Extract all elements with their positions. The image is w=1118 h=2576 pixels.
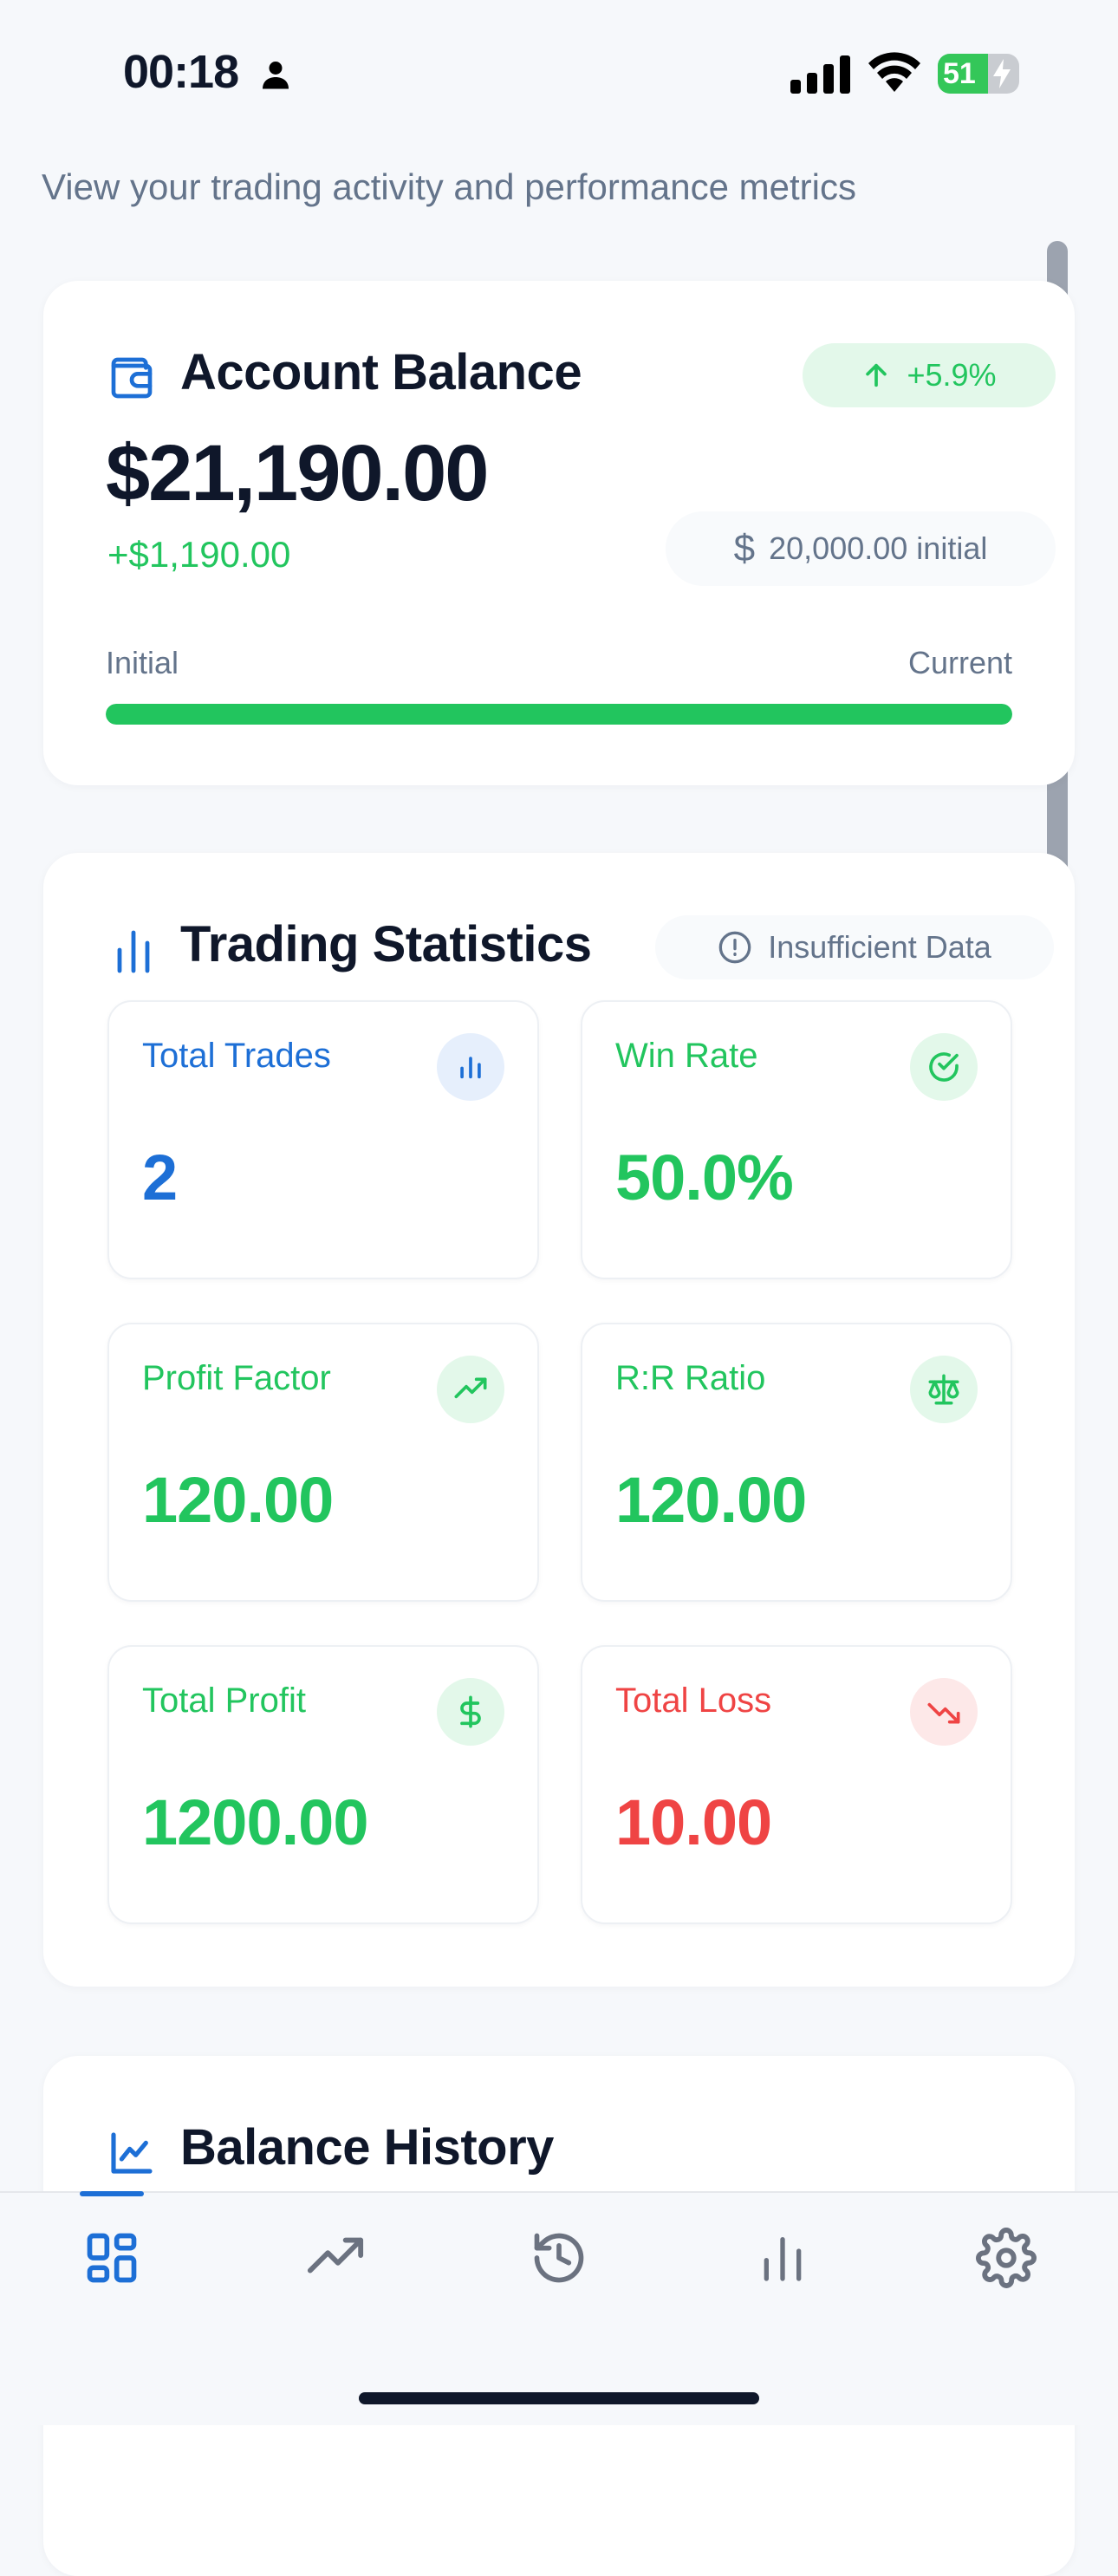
stat-tile-profit-factor: Profit Factor 120.00	[107, 1323, 539, 1602]
stat-value: 1200.00	[142, 1786, 368, 1858]
progress-label-current: Current	[907, 645, 1012, 680]
trending-up-icon	[437, 1356, 504, 1423]
stat-value: 2	[142, 1142, 178, 1213]
scale-icon	[910, 1356, 978, 1423]
wifi-icon	[868, 52, 920, 92]
page-subtitle: View your trading activity and performan…	[42, 166, 856, 207]
stat-label: R:R Ratio	[615, 1359, 766, 1397]
status-bar: 00:18 51	[0, 0, 1118, 147]
battery-level: 51	[943, 57, 976, 90]
initial-balance-badge: $ 20,000.00 initial	[666, 511, 1056, 586]
stat-tile-total-trades: Total Trades 2	[107, 1000, 539, 1279]
signal-icon	[790, 55, 850, 94]
stat-value: 10.00	[615, 1786, 772, 1858]
stat-tile-total-profit: Total Profit 1200.00	[107, 1645, 539, 1924]
stat-value: 50.0%	[615, 1142, 794, 1213]
bar-chart-icon	[764, 2237, 802, 2281]
balance-delta: +$1,190.00	[107, 534, 291, 575]
line-chart-icon	[111, 2132, 153, 2174]
balance-amount: $21,190.00	[106, 429, 489, 517]
check-circle-icon	[910, 1033, 978, 1101]
tab-history[interactable]	[447, 2193, 671, 2323]
insufficient-data-badge: Insufficient Data	[655, 915, 1054, 979]
stat-label: Win Rate	[615, 1037, 758, 1075]
stat-value: 120.00	[142, 1464, 334, 1536]
bar-chart-icon	[117, 930, 150, 973]
arrow-up-icon	[866, 363, 887, 387]
trading-statistics-title: Trading Statistics	[180, 916, 592, 973]
account-balance-title: Account Balance	[180, 344, 582, 400]
charging-bolt-icon	[993, 59, 1011, 88]
insufficient-data-text: Insufficient Data	[768, 929, 991, 965]
balance-progress-fill	[106, 704, 1012, 725]
trading-statistics-card: Trading Statistics Insufficient Data Tot…	[43, 853, 1075, 1987]
tab-settings[interactable]	[894, 2193, 1118, 2323]
dollar-icon	[437, 1678, 504, 1746]
person-icon	[263, 62, 289, 89]
account-balance-card: Account Balance +5.9% $21,190.00 +$1,190…	[43, 281, 1075, 785]
alert-circle-icon	[718, 931, 751, 964]
grid-icon	[87, 2233, 137, 2283]
balance-history-title: Balance History	[180, 2119, 554, 2176]
wallet-icon	[111, 357, 153, 399]
status-time: 00:18	[123, 46, 239, 98]
home-indicator[interactable]	[359, 2392, 759, 2404]
stat-label: Profit Factor	[142, 1359, 331, 1397]
tab-dashboard[interactable]	[0, 2193, 224, 2323]
tab-statistics[interactable]	[671, 2193, 894, 2323]
stat-tile-rr-ratio: R:R Ratio 120.00	[581, 1323, 1012, 1602]
tab-performance[interactable]	[224, 2193, 447, 2323]
gear-icon	[976, 2228, 1037, 2288]
active-tab-indicator	[80, 2191, 144, 2196]
bar-chart-icon	[437, 1033, 504, 1101]
trending-up-icon	[307, 2237, 364, 2274]
stat-label: Total Trades	[142, 1037, 331, 1075]
stat-tile-total-loss: Total Loss 10.00	[581, 1645, 1012, 1924]
stat-tile-win-rate: Win Rate 50.0%	[581, 1000, 1012, 1279]
history-icon	[534, 2233, 584, 2283]
balance-change-pct: +5.9%	[907, 357, 997, 393]
initial-balance-text: 20,000.00 initial	[769, 530, 988, 566]
stat-value: 120.00	[615, 1464, 807, 1536]
trending-down-icon	[910, 1678, 978, 1746]
balance-progress-bar	[106, 704, 1012, 725]
stat-label: Total Profit	[142, 1682, 306, 1720]
progress-label-initial: Initial	[106, 645, 179, 680]
balance-change-badge: +5.9%	[803, 343, 1056, 407]
battery-icon: 51	[938, 54, 1019, 94]
tab-bar	[0, 2191, 1118, 2425]
dollar-icon: $	[733, 527, 756, 569]
stat-label: Total Loss	[615, 1682, 772, 1720]
